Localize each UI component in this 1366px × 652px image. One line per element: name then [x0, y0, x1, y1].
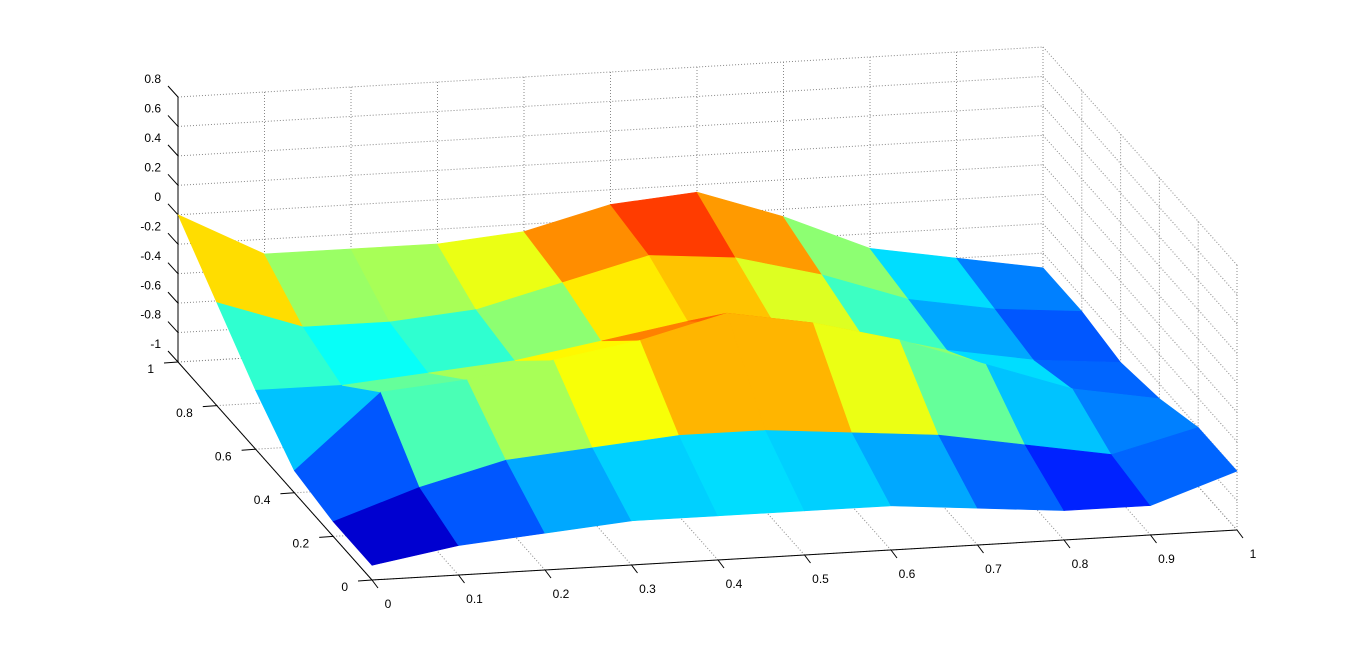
tick-mark [241, 448, 256, 451]
tick-mark [1236, 529, 1244, 539]
z-tick-label: -0.4 [140, 249, 161, 263]
grid-line [177, 134, 1044, 186]
tick-mark [458, 574, 465, 584]
grid-line [1042, 135, 1238, 354]
tick-mark [319, 535, 334, 538]
tick-mark [167, 321, 179, 333]
x-tick-label: 0.1 [466, 592, 483, 606]
z-tick-label: -0.8 [140, 308, 161, 322]
tick-mark [1063, 539, 1071, 549]
tick-mark [167, 232, 179, 245]
tick-mark [357, 579, 373, 582]
tick-mark [890, 549, 898, 559]
y-tick-label: 1 [147, 362, 154, 376]
tick-mark [167, 144, 179, 157]
y-tick-label: 0.2 [293, 537, 310, 551]
tick-mark [804, 554, 811, 564]
x-tick-label: 0.7 [985, 562, 1002, 576]
x-tick-label: 1 [1250, 547, 1257, 561]
x-tick-label: 0.6 [899, 567, 916, 581]
tick-mark [977, 544, 984, 554]
y-tick-label: 0 [341, 580, 348, 594]
tick-mark [544, 569, 552, 579]
x-tick-label: 0.5 [812, 572, 829, 586]
tick-mark [280, 492, 295, 495]
z-tick-label: -0.6 [140, 278, 161, 292]
tick-mark [167, 350, 179, 363]
z-tick-label: 0 [154, 190, 161, 204]
y-tick-label: 0.4 [254, 493, 271, 507]
z-tick-label: 0.8 [144, 72, 161, 86]
z-tick-label: -1 [150, 337, 161, 351]
grid-line [177, 164, 1044, 216]
grid-line [1042, 105, 1238, 325]
grid-line [1042, 76, 1238, 295]
grid-line [1042, 193, 1238, 413]
tick-mark [631, 564, 638, 574]
x-tick-label: 0.2 [553, 587, 570, 601]
grid-line [1042, 164, 1238, 384]
tick-mark [167, 262, 179, 275]
tick-mark [371, 579, 379, 589]
x-tick-label: 0.8 [1072, 557, 1089, 571]
tick-mark [163, 361, 179, 364]
surface-face [1111, 427, 1238, 506]
tick-mark [167, 203, 179, 216]
y-axis [177, 361, 373, 581]
x-tick-label: 0 [385, 597, 392, 611]
grid-line [177, 193, 1044, 245]
y-tick-label: 0.6 [215, 449, 232, 463]
tick-mark [167, 85, 179, 98]
tick-mark [167, 115, 179, 127]
z-tick-label: -0.2 [140, 219, 161, 233]
grid-line [177, 46, 1044, 98]
tick-mark [167, 291, 179, 304]
y-tick-label: 0.8 [176, 406, 193, 420]
grid-line [177, 105, 1044, 157]
tick-mark [717, 559, 725, 569]
grid-line [1042, 223, 1238, 442]
x-tick-label: 0.3 [639, 582, 656, 596]
tick-mark [167, 173, 179, 186]
z-tick-label: 0.2 [144, 161, 161, 175]
z-tick-label: 0.4 [144, 131, 161, 145]
grid-line [177, 75, 1044, 127]
tick-mark [1150, 534, 1157, 544]
tick-mark [202, 405, 217, 408]
grid-line [1042, 46, 1238, 266]
x-tick-label: 0.4 [726, 577, 743, 591]
z-tick-label: 0.6 [144, 102, 161, 116]
x-tick-label: 0.9 [1158, 552, 1175, 566]
